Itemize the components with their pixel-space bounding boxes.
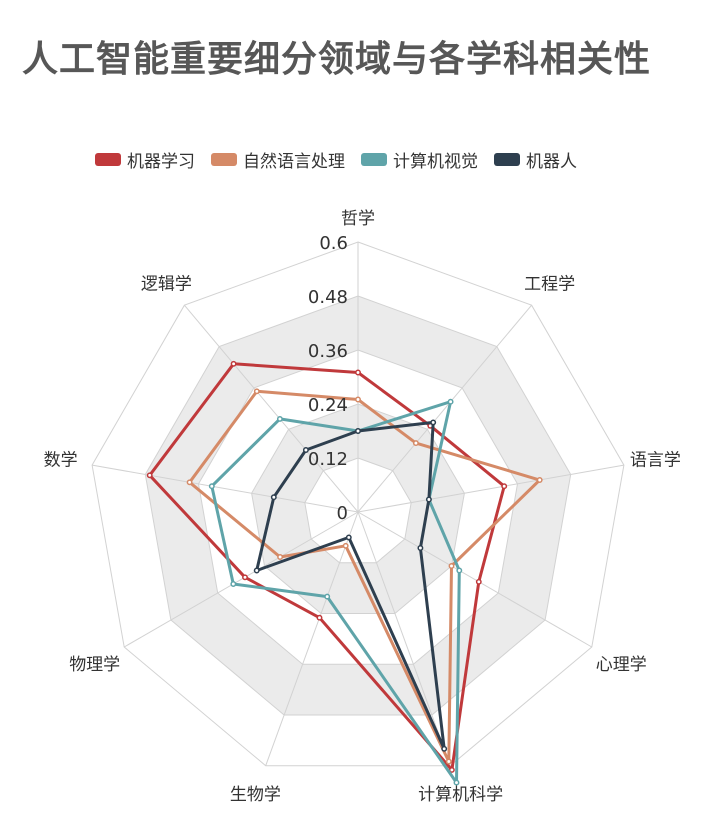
data-point (456, 567, 463, 574)
data-point (316, 614, 323, 621)
data-point (475, 578, 482, 585)
category-label: 逻辑学 (141, 275, 192, 295)
legend-label: 自然语言处理 (243, 152, 345, 172)
category-label: 哲学 (341, 209, 375, 229)
data-point (230, 360, 237, 367)
category-label: 物理学 (69, 655, 120, 675)
category-label: 工程学 (524, 275, 575, 295)
data-point (324, 593, 331, 600)
chart-title: 人工智能重要细分领域与各学科相关性 (22, 39, 652, 80)
legend-swatch (361, 153, 387, 166)
data-point (270, 494, 277, 501)
grid-spoke (123, 511, 359, 648)
category-label: 计算机科学 (418, 785, 503, 805)
data-point (345, 534, 352, 541)
legend-item-robotics[interactable]: 机器人 (494, 147, 577, 172)
grid-spoke (357, 511, 451, 766)
data-point (253, 388, 260, 395)
tick-label: 0.12 (308, 449, 348, 470)
data-point (425, 496, 432, 503)
data-point (146, 472, 153, 479)
data-point (302, 447, 309, 453)
data-point (501, 483, 508, 490)
tick-label: 0.36 (308, 341, 348, 362)
data-point (355, 396, 361, 403)
series-line-0 (148, 362, 506, 772)
data-point (445, 758, 452, 765)
legend-label: 计算机视觉 (393, 152, 478, 172)
data-point (242, 574, 248, 581)
legend-item-nlp[interactable]: 自然语言处理 (211, 147, 345, 172)
data-point (276, 415, 283, 422)
grid-spoke (357, 304, 532, 513)
data-point (412, 440, 419, 447)
category-label: 生物学 (230, 785, 281, 805)
legend-swatch (494, 153, 520, 166)
series-line-3 (255, 420, 446, 751)
category-label: 心理学 (596, 655, 647, 675)
tick-label: 0.24 (308, 395, 348, 416)
legend: 机器学习 自然语言处理 计算机视觉 机器人 (95, 147, 577, 172)
series-line-2 (210, 400, 461, 785)
grid-spoke (265, 511, 359, 766)
category-label: 数学 (44, 451, 78, 471)
data-point (441, 745, 448, 752)
data-point (208, 483, 215, 490)
legend-item-computer-vision[interactable]: 计算机视觉 (361, 147, 478, 172)
legend-swatch (95, 153, 121, 166)
data-point (453, 779, 460, 786)
data-point (355, 428, 361, 434)
legend-label: 机器学习 (127, 152, 195, 172)
series-line-1 (188, 389, 542, 763)
grid-spoke (184, 304, 359, 513)
data-point (447, 398, 454, 405)
data-point (277, 554, 284, 560)
tick-label: 0.6 (319, 233, 348, 254)
grid-spoke (357, 464, 624, 513)
data-point (430, 419, 437, 426)
data-point (342, 542, 349, 549)
data-point (186, 479, 193, 486)
legend-item-machine-learning[interactable]: 机器学习 (95, 147, 195, 172)
grid-spoke (357, 511, 593, 648)
grid-spoke (92, 464, 359, 513)
tick-label: 0.48 (308, 287, 348, 308)
data-point (448, 766, 455, 773)
data-point (230, 581, 237, 587)
data-point (536, 477, 543, 483)
category-label: 语言学 (630, 451, 681, 471)
data-point (253, 567, 260, 574)
data-point (448, 563, 455, 569)
legend-swatch (211, 153, 237, 166)
data-point (417, 545, 424, 551)
data-point (355, 369, 361, 376)
legend-label: 机器人 (526, 152, 577, 172)
tick-label: 0 (337, 503, 348, 524)
